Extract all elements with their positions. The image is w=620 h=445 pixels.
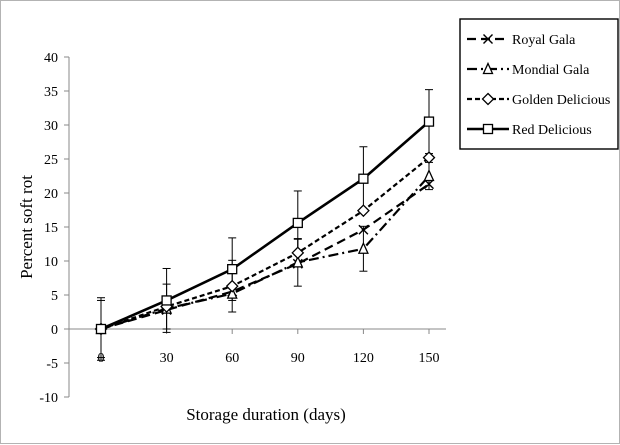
- series-line: [100, 175, 430, 331]
- data-point-triangle: [226, 286, 238, 299]
- y-tick-label: 15: [44, 221, 58, 236]
- series-line: [100, 183, 430, 331]
- x-axis-label: Storage duration (days): [186, 405, 346, 424]
- y-tick-label: -5: [46, 357, 58, 372]
- data-point-square: [95, 323, 107, 335]
- data-point-diamond: [356, 204, 370, 218]
- x-tick-label: 90: [291, 351, 305, 366]
- data-point-diamond: [225, 279, 239, 293]
- y-tick-label: 20: [44, 187, 58, 202]
- data-point-square: [482, 123, 494, 135]
- data-point-triangle: [423, 168, 435, 182]
- data-point-triangle: [292, 255, 304, 268]
- y-tick-label: 35: [44, 85, 58, 100]
- data-point-square: [227, 264, 238, 275]
- y-tick-label: -10: [39, 391, 58, 406]
- series-line: [100, 156, 430, 331]
- series-lines: [100, 120, 430, 331]
- data-point-x: [483, 34, 493, 44]
- y-tick-label: 25: [44, 153, 58, 168]
- y-tick-label: 0: [51, 323, 58, 338]
- data-point-x-stroke: [424, 179, 434, 190]
- axes: -10-505101520253035400306090120150: [39, 51, 446, 406]
- legend-label: Golden Delicious: [512, 93, 610, 108]
- x-tick-label: 120: [353, 351, 374, 366]
- data-point-square: [161, 295, 172, 306]
- data-point-x: [424, 179, 434, 190]
- data-point-triangle: [357, 241, 369, 254]
- y-tick-label: 5: [51, 289, 58, 304]
- x-tick-label: 30: [160, 351, 174, 366]
- data-point-diamond: [291, 246, 305, 260]
- series-markers: [94, 116, 436, 336]
- data-point-triangle: [482, 61, 494, 75]
- error-bars: [97, 89, 433, 361]
- x-tick-label: 60: [225, 351, 239, 366]
- data-point-x-stroke: [483, 34, 493, 44]
- y-tick-label: 30: [44, 119, 58, 134]
- y-tick-label: 40: [44, 51, 58, 66]
- data-point-diamond: [481, 92, 495, 106]
- data-point-x: [358, 224, 369, 235]
- data-point-x-stroke: [358, 224, 369, 235]
- legend: Royal Gala Mondial Gala Golden Delicious Re…: [459, 18, 619, 150]
- series-line: [100, 120, 430, 331]
- data-point-square: [292, 217, 303, 229]
- legend-label: Mondial Gala: [512, 63, 590, 78]
- data-point-square: [358, 173, 369, 184]
- y-axis-label: Percent soft rot: [17, 175, 36, 279]
- legend-label: Red Delicious: [512, 123, 592, 138]
- y-tick-label: 10: [44, 255, 58, 270]
- legend-label: Royal Gala: [512, 33, 576, 48]
- data-point-diamond: [422, 151, 436, 165]
- data-point-square: [423, 116, 435, 127]
- x-tick-label: 150: [419, 351, 440, 366]
